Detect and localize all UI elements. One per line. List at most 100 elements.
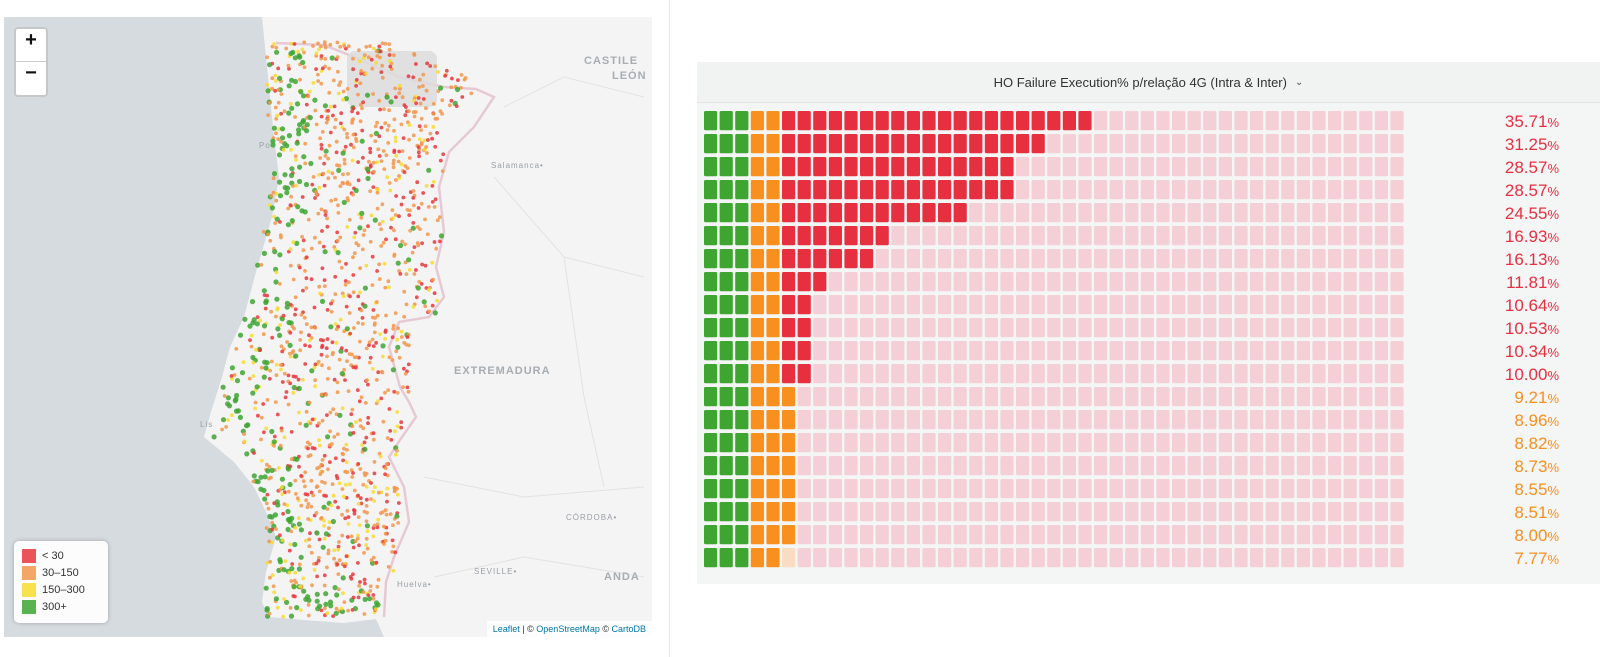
map-marker[interactable] bbox=[347, 352, 352, 356]
map-marker[interactable] bbox=[372, 46, 376, 51]
map-marker[interactable] bbox=[331, 78, 336, 83]
map-marker[interactable] bbox=[298, 527, 304, 533]
map-marker[interactable] bbox=[372, 460, 377, 464]
map-marker[interactable] bbox=[384, 512, 389, 517]
map-marker[interactable] bbox=[308, 421, 313, 426]
map-marker[interactable] bbox=[279, 344, 284, 349]
map-marker[interactable] bbox=[320, 479, 324, 484]
map-marker[interactable] bbox=[312, 568, 317, 572]
map-marker[interactable] bbox=[313, 378, 317, 383]
map-marker[interactable] bbox=[322, 161, 326, 166]
map-marker[interactable] bbox=[299, 312, 304, 317]
map-marker[interactable] bbox=[373, 485, 377, 489]
map-marker[interactable] bbox=[378, 332, 383, 336]
map-marker[interactable] bbox=[366, 55, 371, 60]
map-marker[interactable] bbox=[258, 474, 264, 480]
map-marker[interactable] bbox=[314, 189, 318, 194]
map-marker[interactable] bbox=[274, 216, 280, 222]
map-marker[interactable] bbox=[354, 355, 359, 359]
map-marker[interactable] bbox=[333, 499, 338, 504]
map-marker[interactable] bbox=[303, 181, 310, 188]
map-marker[interactable] bbox=[296, 566, 302, 572]
map-marker[interactable] bbox=[380, 510, 385, 514]
map-marker[interactable] bbox=[278, 533, 282, 538]
map-marker[interactable] bbox=[347, 311, 352, 315]
map-marker[interactable] bbox=[411, 75, 416, 80]
map-marker[interactable] bbox=[371, 92, 375, 96]
map-marker[interactable] bbox=[352, 508, 357, 513]
map-marker[interactable] bbox=[275, 113, 279, 118]
map-marker[interactable] bbox=[339, 121, 343, 126]
map-marker[interactable] bbox=[358, 81, 363, 86]
map-marker[interactable] bbox=[369, 558, 374, 563]
map-marker[interactable] bbox=[282, 502, 287, 506]
map-marker[interactable] bbox=[336, 91, 341, 96]
map-marker[interactable] bbox=[332, 377, 337, 382]
map-marker[interactable] bbox=[346, 44, 351, 49]
map-marker[interactable] bbox=[426, 138, 430, 142]
map-marker[interactable] bbox=[384, 492, 389, 497]
map-marker[interactable] bbox=[411, 133, 416, 138]
map-marker[interactable] bbox=[232, 373, 237, 377]
map-marker[interactable] bbox=[371, 555, 376, 560]
map-marker[interactable] bbox=[387, 59, 392, 63]
map-marker[interactable] bbox=[220, 427, 225, 432]
chevron-down-icon[interactable]: ⌄ bbox=[1294, 76, 1304, 88]
map-marker[interactable] bbox=[387, 355, 392, 360]
map-marker[interactable] bbox=[366, 421, 370, 426]
map-marker[interactable] bbox=[414, 295, 419, 300]
map-marker[interactable] bbox=[317, 185, 322, 190]
map-marker[interactable] bbox=[394, 349, 399, 354]
map-marker[interactable] bbox=[381, 240, 386, 245]
map-marker[interactable] bbox=[288, 354, 293, 359]
map-marker[interactable] bbox=[288, 606, 293, 610]
map-marker[interactable] bbox=[333, 274, 338, 279]
map-marker[interactable] bbox=[380, 202, 385, 207]
map-marker[interactable] bbox=[356, 462, 361, 466]
map-marker[interactable] bbox=[298, 584, 303, 589]
map-marker[interactable] bbox=[415, 285, 421, 291]
map-marker[interactable] bbox=[313, 384, 317, 389]
map-marker[interactable] bbox=[272, 501, 277, 506]
map-marker[interactable] bbox=[364, 536, 369, 541]
map-marker[interactable] bbox=[289, 515, 295, 521]
map-marker[interactable] bbox=[299, 608, 303, 612]
map-marker[interactable] bbox=[312, 365, 317, 370]
map-marker[interactable] bbox=[367, 343, 371, 347]
map-marker[interactable] bbox=[392, 128, 396, 133]
map-marker[interactable] bbox=[332, 245, 337, 249]
map-marker[interactable] bbox=[424, 88, 429, 93]
map-marker[interactable] bbox=[379, 227, 383, 232]
map-marker[interactable] bbox=[359, 71, 364, 76]
map-marker[interactable] bbox=[309, 490, 314, 495]
map-marker[interactable] bbox=[274, 191, 279, 196]
map-marker[interactable] bbox=[407, 137, 411, 142]
map-marker[interactable] bbox=[288, 330, 293, 335]
map-marker[interactable] bbox=[288, 172, 295, 179]
map-marker[interactable] bbox=[337, 540, 341, 544]
map-marker[interactable] bbox=[288, 247, 293, 252]
map-marker[interactable] bbox=[297, 454, 301, 459]
map-marker[interactable] bbox=[300, 93, 307, 99]
map-marker[interactable] bbox=[299, 503, 304, 508]
map-marker[interactable] bbox=[421, 72, 426, 77]
map-marker[interactable] bbox=[277, 252, 283, 258]
map-marker[interactable] bbox=[263, 299, 269, 306]
map-marker[interactable] bbox=[323, 57, 328, 61]
map-marker[interactable] bbox=[326, 467, 330, 472]
map-marker[interactable] bbox=[288, 381, 293, 386]
map-marker[interactable] bbox=[323, 148, 329, 154]
map-marker[interactable] bbox=[351, 255, 355, 260]
map-marker[interactable] bbox=[319, 298, 326, 304]
map-marker[interactable] bbox=[301, 378, 305, 382]
map-marker[interactable] bbox=[248, 338, 252, 342]
map-marker[interactable] bbox=[318, 136, 322, 141]
map-marker[interactable] bbox=[336, 587, 341, 592]
map-marker[interactable] bbox=[326, 551, 331, 556]
map-marker[interactable] bbox=[299, 474, 304, 478]
map-marker[interactable] bbox=[392, 389, 397, 394]
map-marker[interactable] bbox=[293, 594, 297, 599]
map-marker[interactable] bbox=[271, 584, 276, 589]
map-marker[interactable] bbox=[358, 266, 362, 271]
map-marker[interactable] bbox=[433, 64, 438, 69]
